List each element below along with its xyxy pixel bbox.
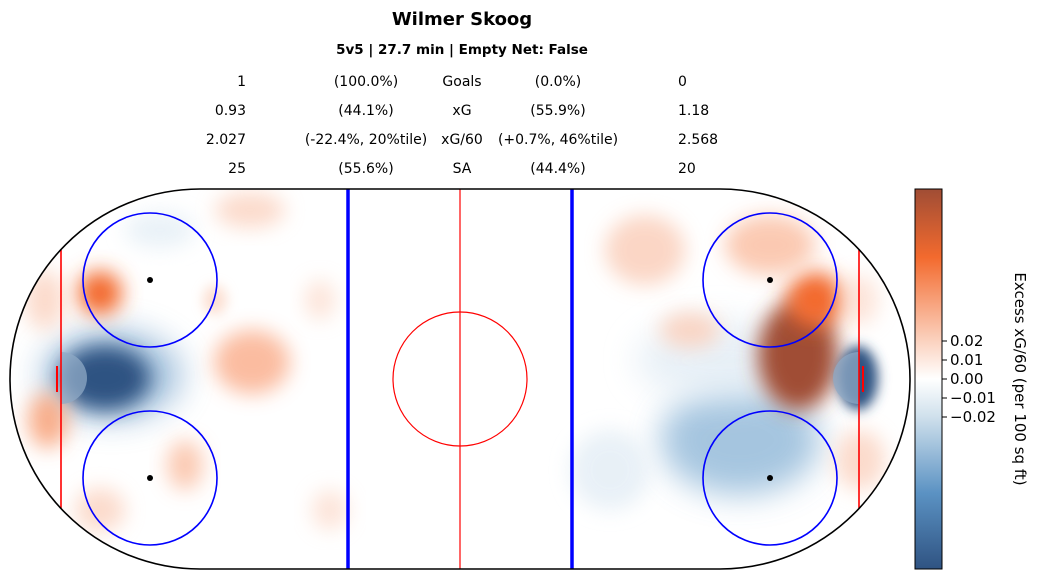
center-circle bbox=[392, 311, 528, 447]
rink-markings bbox=[9, 188, 911, 570]
colorbar-gradient bbox=[914, 188, 943, 570]
heat-blob bbox=[842, 275, 878, 325]
stat-xg60-right-pct: (+0.7%, 46%tile) bbox=[497, 132, 619, 148]
heat-blob bbox=[167, 440, 203, 490]
heat-blob bbox=[725, 215, 815, 275]
stat-sa-left: 25 bbox=[228, 161, 246, 177]
left-crease bbox=[61, 352, 87, 404]
stat-xg-label: xG bbox=[452, 103, 472, 119]
faceoff-circle-top-right bbox=[702, 212, 838, 348]
faceoff-circle-top-left bbox=[82, 212, 218, 348]
heat-blob bbox=[787, 272, 843, 328]
stat-sa-right: 20 bbox=[678, 161, 696, 177]
colorbar: 0.020.010.00−0.01−0.02 Excess xG/60 (per… bbox=[914, 188, 1029, 570]
heat-blob bbox=[312, 490, 348, 530]
colorbar-tick-label: −0.01 bbox=[950, 389, 996, 407]
faceoff-dot bbox=[147, 475, 153, 481]
heat-blob bbox=[660, 312, 720, 348]
heat-blob bbox=[214, 330, 290, 394]
heat-blob bbox=[28, 392, 68, 448]
colorbar-tick-label: −0.02 bbox=[950, 408, 996, 426]
heat-blob bbox=[660, 385, 820, 495]
faceoff-dot bbox=[767, 277, 773, 283]
stat-xg-left: 0.93 bbox=[214, 103, 246, 119]
stat-sa-label: SA bbox=[452, 161, 472, 177]
stat-xg60-label: xG/60 bbox=[441, 132, 483, 148]
heat-blob bbox=[125, 212, 195, 248]
colorbar-tick-label: 0.02 bbox=[950, 332, 983, 350]
colorbar-label: Excess xG/60 (per 100 sq ft) bbox=[1011, 272, 1029, 485]
faceoff-dot bbox=[147, 277, 153, 283]
stat-xg-right-pct: (55.9%) bbox=[530, 103, 586, 119]
stat-goals-left-pct: (100.0%) bbox=[333, 74, 399, 90]
stat-goals-right: 0 bbox=[678, 74, 687, 90]
rink-boards bbox=[9, 188, 911, 570]
colorbar-tick-label: 0.01 bbox=[950, 351, 983, 369]
heatmap-layer bbox=[25, 192, 885, 532]
stat-sa-right-pct: (44.4%) bbox=[530, 161, 586, 177]
stat-xg60-left-pct: (-22.4%, 20%tile) bbox=[304, 132, 428, 148]
stat-goals-left: 1 bbox=[237, 74, 246, 90]
stat-xg60-left: 2.027 bbox=[205, 132, 246, 148]
heat-blob bbox=[605, 215, 685, 285]
stat-xg60-right: 2.568 bbox=[678, 132, 719, 148]
chart-title: Wilmer Skoog bbox=[391, 9, 533, 30]
heat-blob bbox=[570, 430, 650, 510]
right-crease bbox=[833, 352, 859, 404]
heat-blob bbox=[25, 270, 65, 330]
heat-blob bbox=[203, 285, 227, 315]
stat-goals-right-pct: (0.0%) bbox=[534, 74, 582, 90]
heat-blob bbox=[78, 271, 122, 315]
heat-blob bbox=[215, 192, 285, 228]
heat-blob bbox=[60, 346, 150, 410]
stat-xg-left-pct: (44.1%) bbox=[338, 103, 394, 119]
stat-goals-label: Goals bbox=[442, 74, 482, 90]
chart-subtitle: 5v5 | 27.7 min | Empty Net: False bbox=[336, 42, 588, 58]
faceoff-circle-bottom-left bbox=[82, 410, 218, 546]
stat-sa-left-pct: (55.6%) bbox=[338, 161, 394, 177]
colorbar-tick-label: 0.00 bbox=[950, 370, 983, 388]
faceoff-circle-bottom-right bbox=[702, 410, 838, 546]
stat-xg-right: 1.18 bbox=[678, 103, 710, 119]
heat-blob bbox=[75, 488, 125, 532]
faceoff-dot bbox=[767, 475, 773, 481]
heat-blob bbox=[305, 280, 335, 320]
heat-blob bbox=[835, 430, 885, 490]
